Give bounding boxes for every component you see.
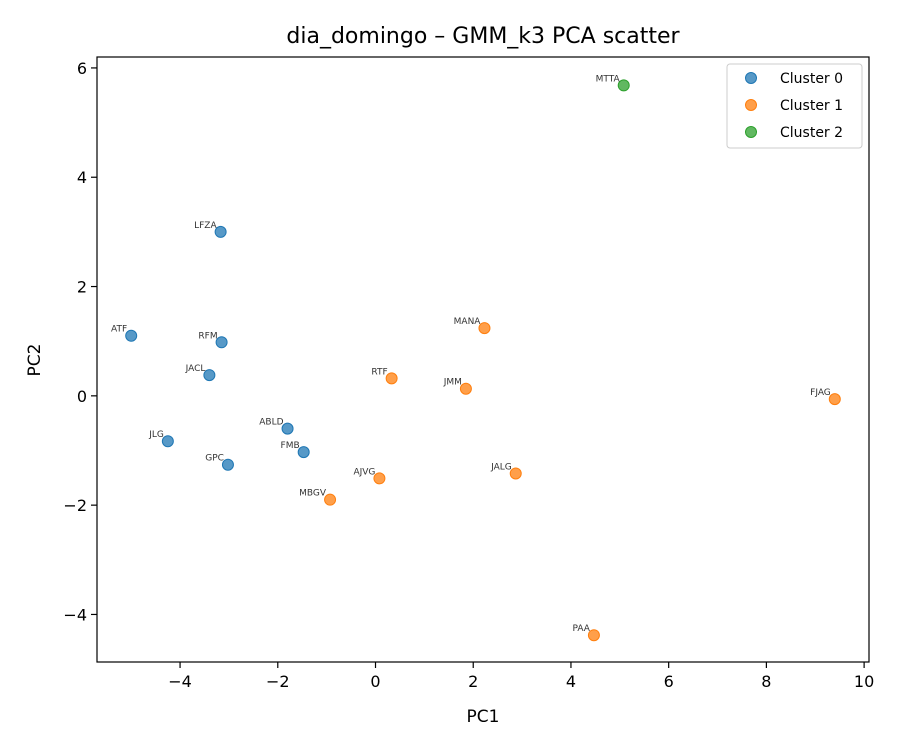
point-label-gpc: GPC bbox=[205, 454, 224, 464]
x-tick-label: −2 bbox=[266, 672, 290, 691]
y-tick-label: 4 bbox=[77, 168, 87, 187]
point-label-paa: PAA bbox=[572, 624, 590, 634]
legend-label-cluster-0: Cluster 0 bbox=[780, 71, 843, 87]
plot-frame bbox=[96, 56, 870, 663]
y-tick-label: −2 bbox=[63, 496, 87, 515]
legend-label-cluster-2: Cluster 2 bbox=[780, 125, 843, 141]
data-point-jacl bbox=[203, 369, 216, 382]
legend-marker-cluster-0 bbox=[745, 72, 757, 84]
point-label-atf: ATF bbox=[111, 325, 127, 335]
data-point-atf bbox=[125, 329, 138, 342]
data-points bbox=[125, 79, 841, 642]
data-point-jlg bbox=[161, 435, 174, 448]
x-tick-label: 2 bbox=[468, 672, 478, 691]
data-point-jalg bbox=[509, 467, 522, 480]
legend-marker-cluster-2 bbox=[745, 126, 757, 138]
x-tick-label: 0 bbox=[370, 672, 380, 691]
point-label-fmb: FMB bbox=[281, 441, 300, 451]
point-label-mana: MANA bbox=[454, 317, 482, 327]
x-tick-label: 4 bbox=[566, 672, 576, 691]
x-axis-label: PC1 bbox=[467, 707, 500, 727]
data-point-rfm bbox=[215, 336, 228, 349]
point-labels: LFZA ATF RFM JACL ABLD FMB JLG GPC MANA RTF JMM FJA… bbox=[111, 74, 831, 634]
y-tick-label: 6 bbox=[77, 59, 87, 78]
data-point-abld bbox=[281, 422, 294, 435]
data-point-ajvg bbox=[373, 472, 386, 485]
data-point-lfza bbox=[214, 225, 227, 238]
point-label-rfm: RFM bbox=[198, 331, 217, 341]
y-axis-label: PC2 bbox=[25, 344, 45, 377]
y-tick-label: 2 bbox=[77, 278, 87, 297]
point-label-abld: ABLD bbox=[259, 418, 283, 428]
legend-box bbox=[726, 63, 863, 149]
data-point-jmm bbox=[459, 382, 472, 395]
point-label-jlg: JLG bbox=[148, 430, 164, 440]
x-tick-label: 8 bbox=[761, 672, 771, 691]
legend-label-cluster-1: Cluster 1 bbox=[780, 98, 843, 114]
data-point-rtf bbox=[385, 372, 398, 385]
chart-title: dia_domingo – GMM_k3 PCA scatter bbox=[286, 24, 680, 49]
data-point-paa bbox=[587, 629, 600, 642]
data-point-mtta bbox=[617, 79, 630, 92]
y-axis-ticks: −4 −2 0 2 4 6 bbox=[63, 59, 97, 624]
point-label-ajvg: AJVG bbox=[353, 467, 375, 477]
data-point-fmb bbox=[297, 446, 310, 459]
x-axis-ticks: −4 −2 0 2 4 6 8 10 bbox=[168, 662, 874, 691]
legend-marker-cluster-1 bbox=[745, 99, 757, 111]
legend: Cluster 0 Cluster 1 Cluster 2 bbox=[726, 63, 863, 149]
data-point-mana bbox=[478, 322, 491, 335]
point-label-mtta: MTTA bbox=[596, 74, 621, 84]
plot-area bbox=[97, 57, 869, 662]
data-point-gpc bbox=[221, 458, 234, 471]
x-tick-label: −4 bbox=[168, 672, 192, 691]
point-label-jmm: JMM bbox=[443, 378, 462, 388]
point-label-jacl: JACL bbox=[185, 364, 206, 374]
x-tick-label: 10 bbox=[854, 672, 874, 691]
y-tick-label: −4 bbox=[63, 605, 87, 624]
y-tick-label: 0 bbox=[77, 387, 87, 406]
point-label-rtf: RTF bbox=[371, 367, 387, 377]
point-label-mbgv: MBGV bbox=[299, 489, 327, 499]
x-tick-label: 6 bbox=[664, 672, 674, 691]
data-point-fjag bbox=[828, 393, 841, 406]
point-label-fjag: FJAG bbox=[810, 388, 831, 398]
point-label-lfza: LFZA bbox=[194, 221, 217, 231]
point-label-jalg: JALG bbox=[490, 462, 512, 472]
data-point-mbgv bbox=[324, 493, 337, 506]
